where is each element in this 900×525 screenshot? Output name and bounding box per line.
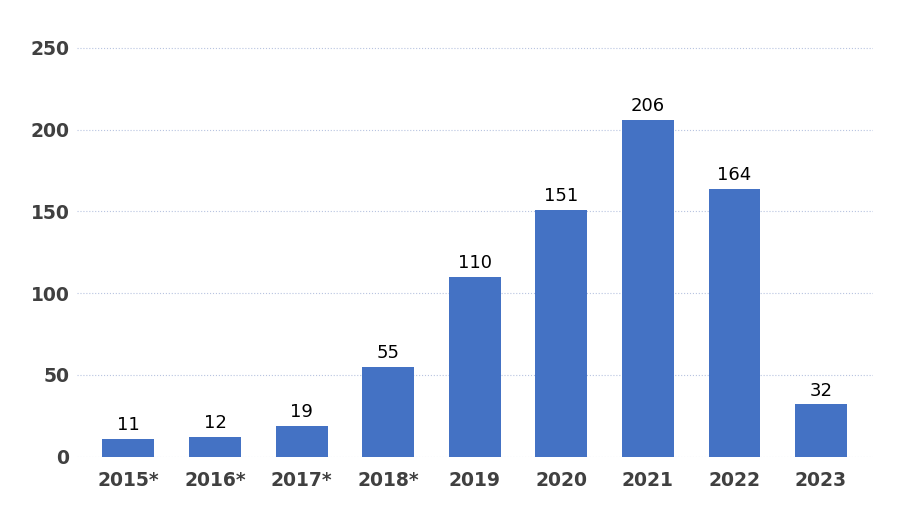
- Text: 11: 11: [117, 416, 140, 434]
- Text: 206: 206: [631, 97, 665, 115]
- Text: 151: 151: [544, 187, 579, 205]
- Text: 110: 110: [458, 254, 491, 272]
- Text: 32: 32: [810, 382, 832, 400]
- Bar: [189, 437, 241, 457]
- Text: 55: 55: [377, 344, 400, 362]
- Bar: [449, 277, 500, 457]
- Bar: [622, 120, 674, 457]
- Bar: [362, 367, 414, 457]
- Bar: [795, 404, 847, 457]
- Bar: [708, 188, 760, 457]
- Text: 12: 12: [203, 414, 227, 432]
- Bar: [275, 426, 328, 457]
- Text: 19: 19: [290, 403, 313, 421]
- Bar: [536, 210, 588, 457]
- Text: 164: 164: [717, 165, 752, 184]
- Bar: [103, 439, 155, 457]
